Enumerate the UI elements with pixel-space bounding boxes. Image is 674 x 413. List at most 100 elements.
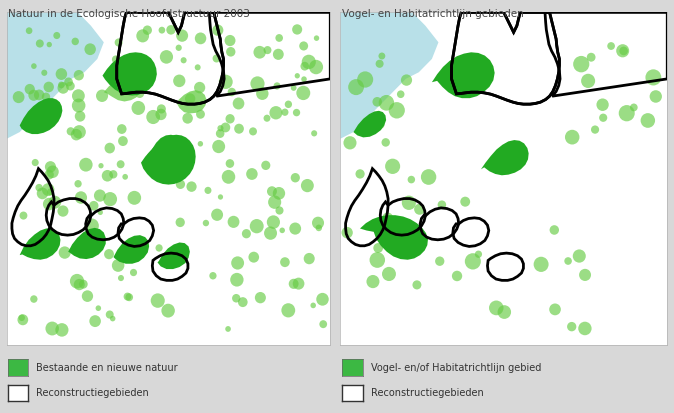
Circle shape	[587, 53, 596, 62]
Circle shape	[161, 304, 175, 318]
Circle shape	[369, 252, 385, 268]
Text: Reconstructiegebieden: Reconstructiegebieden	[371, 388, 483, 398]
Circle shape	[549, 225, 559, 235]
Circle shape	[231, 256, 244, 270]
Polygon shape	[481, 140, 528, 175]
Circle shape	[290, 85, 297, 91]
Circle shape	[465, 253, 481, 270]
Circle shape	[573, 249, 586, 263]
Circle shape	[19, 315, 25, 321]
Circle shape	[381, 138, 390, 147]
Circle shape	[118, 136, 128, 146]
Circle shape	[348, 79, 364, 95]
Circle shape	[84, 43, 96, 55]
Circle shape	[176, 45, 182, 51]
Circle shape	[226, 114, 235, 123]
Circle shape	[57, 205, 69, 217]
Circle shape	[117, 124, 127, 134]
Circle shape	[64, 78, 73, 86]
Circle shape	[280, 228, 285, 233]
Polygon shape	[102, 52, 157, 95]
Circle shape	[273, 49, 284, 60]
Circle shape	[375, 60, 384, 68]
Circle shape	[151, 293, 164, 308]
Circle shape	[301, 179, 314, 192]
Circle shape	[212, 55, 220, 62]
Circle shape	[203, 220, 209, 226]
Circle shape	[379, 95, 394, 111]
Circle shape	[96, 305, 101, 311]
Circle shape	[319, 320, 327, 328]
Circle shape	[58, 81, 65, 88]
Circle shape	[599, 114, 607, 122]
Circle shape	[295, 73, 300, 78]
Circle shape	[157, 104, 166, 114]
Circle shape	[226, 159, 234, 168]
Circle shape	[405, 236, 419, 250]
Circle shape	[36, 39, 44, 47]
Circle shape	[125, 57, 137, 69]
Polygon shape	[113, 235, 149, 264]
Circle shape	[71, 129, 82, 140]
Circle shape	[357, 71, 373, 88]
Circle shape	[314, 36, 319, 41]
Circle shape	[103, 192, 117, 206]
Circle shape	[238, 297, 247, 307]
Circle shape	[85, 218, 99, 233]
Text: Reconstructiegebieden: Reconstructiegebieden	[36, 388, 149, 398]
Circle shape	[274, 82, 280, 90]
Circle shape	[578, 322, 592, 335]
Circle shape	[82, 290, 93, 302]
Circle shape	[212, 140, 225, 153]
Polygon shape	[360, 215, 428, 260]
Circle shape	[224, 35, 235, 46]
Circle shape	[67, 127, 75, 135]
Circle shape	[304, 253, 315, 264]
Circle shape	[94, 190, 106, 202]
Circle shape	[281, 303, 295, 318]
Circle shape	[281, 109, 288, 116]
Circle shape	[249, 127, 257, 135]
Circle shape	[219, 75, 233, 89]
Circle shape	[437, 200, 446, 209]
Circle shape	[284, 100, 292, 108]
Circle shape	[220, 123, 231, 133]
Circle shape	[619, 105, 635, 121]
Circle shape	[373, 97, 382, 107]
Circle shape	[72, 89, 85, 102]
Circle shape	[98, 163, 104, 169]
Circle shape	[256, 87, 268, 100]
Circle shape	[47, 103, 59, 114]
Circle shape	[268, 195, 281, 209]
Circle shape	[56, 68, 67, 80]
Circle shape	[106, 311, 114, 319]
Circle shape	[402, 196, 416, 210]
Circle shape	[292, 24, 302, 35]
Circle shape	[55, 323, 69, 337]
Circle shape	[25, 84, 35, 95]
Circle shape	[435, 256, 444, 266]
Text: Bestaande en nieuwe natuur: Bestaande en nieuwe natuur	[36, 363, 178, 373]
Circle shape	[311, 130, 317, 136]
Circle shape	[47, 42, 52, 47]
Circle shape	[619, 47, 628, 55]
Circle shape	[389, 102, 405, 119]
Circle shape	[355, 169, 365, 178]
Circle shape	[79, 280, 88, 289]
Circle shape	[255, 292, 266, 303]
Circle shape	[367, 275, 379, 288]
Circle shape	[234, 124, 244, 134]
Circle shape	[297, 86, 310, 100]
Circle shape	[75, 191, 87, 204]
Circle shape	[44, 170, 54, 180]
Circle shape	[185, 93, 195, 104]
Circle shape	[146, 110, 160, 124]
Circle shape	[37, 188, 48, 199]
Circle shape	[72, 99, 86, 112]
Circle shape	[290, 173, 300, 183]
Circle shape	[534, 257, 549, 272]
Circle shape	[211, 209, 223, 221]
Circle shape	[414, 204, 425, 215]
Circle shape	[267, 215, 280, 229]
Circle shape	[312, 217, 324, 229]
